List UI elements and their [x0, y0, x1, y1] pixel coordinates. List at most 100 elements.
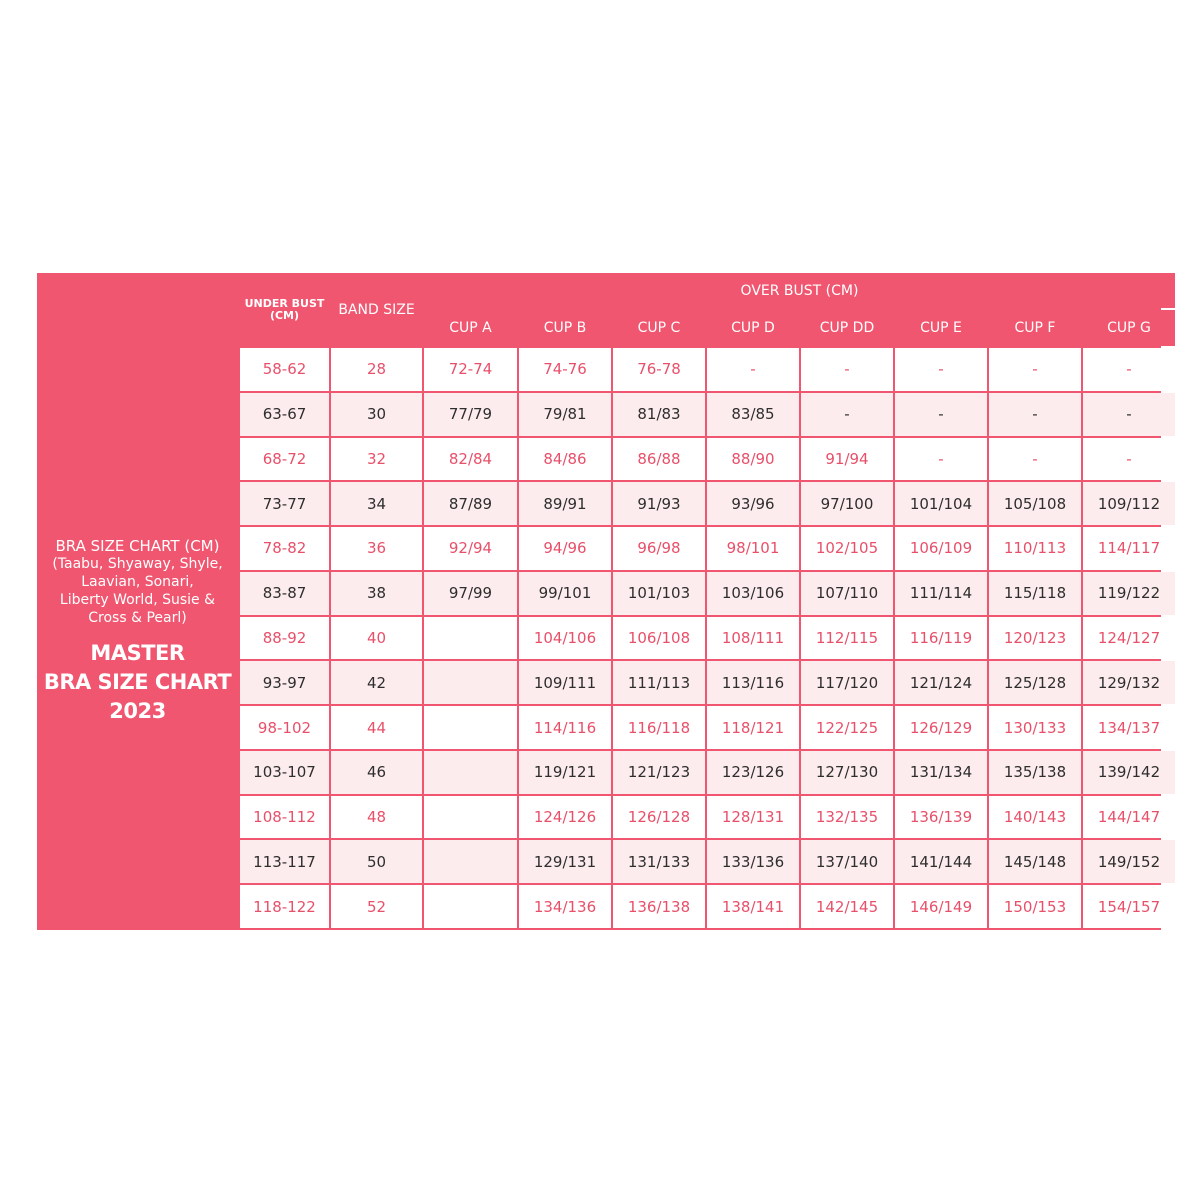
over-bust-cell: 114/116 [519, 706, 611, 749]
band-size-cell: 32 [331, 437, 422, 481]
band-size-cell: 36 [331, 527, 422, 570]
over-bust-cell [424, 661, 517, 705]
band-size-cell: 42 [331, 661, 422, 705]
over-bust-cell: 133/136 [707, 840, 799, 884]
over-bust-cell: 88/90 [707, 437, 799, 481]
band-size-cell: 50 [331, 840, 422, 884]
over-bust-cell [424, 840, 517, 884]
over-bust-cell: 115/118 [989, 571, 1081, 615]
over-bust-cell: 101/103 [613, 571, 705, 615]
over-bust-cell: 94/96 [519, 527, 611, 570]
over-bust-cell: 109/111 [519, 661, 611, 705]
over-bust-cell: 92/94 [424, 527, 517, 570]
header-cup: CUP G [1083, 310, 1175, 346]
band-size-cell: 34 [331, 482, 422, 526]
subtitle-line: BRA SIZE CHART (CM) [55, 537, 220, 555]
over-bust-cell: - [1083, 437, 1175, 481]
over-bust-cell: 97/100 [801, 482, 893, 526]
over-bust-cell: 96/98 [613, 527, 705, 570]
over-bust-cell: - [989, 348, 1081, 391]
under-bust-cell: 78-82 [240, 527, 329, 570]
over-bust-cell: - [895, 348, 987, 391]
over-bust-cell: 136/138 [613, 885, 705, 928]
band-size-cell: 48 [331, 795, 422, 839]
over-bust-cell [424, 795, 517, 839]
chart-title-panel: BRA SIZE CHART (CM) (Taabu, Shyaway, Shy… [37, 273, 238, 930]
over-bust-cell: 119/122 [1083, 571, 1175, 615]
under-bust-cell: 108-112 [240, 795, 329, 839]
over-bust-cell: 132/135 [801, 795, 893, 839]
under-bust-cell: 88-92 [240, 616, 329, 660]
over-bust-cell: 102/105 [801, 527, 893, 570]
title-line: BRA SIZE CHART [43, 670, 232, 694]
subtitle-line: Laavian, Sonari, [81, 574, 194, 590]
over-bust-cell: 122/125 [801, 706, 893, 749]
band-size-cell: 38 [331, 571, 422, 615]
over-bust-cell: 144/147 [1083, 795, 1175, 839]
header-cup: CUP F [989, 310, 1081, 346]
over-bust-cell: 126/128 [613, 795, 705, 839]
over-bust-cell [424, 616, 517, 660]
over-bust-cell: - [1083, 348, 1175, 391]
band-size-cell: 46 [331, 750, 422, 794]
header-cup: CUP E [895, 310, 987, 346]
title-line: MASTER [90, 641, 185, 665]
under-bust-cell: 93-97 [240, 661, 329, 705]
over-bust-cell [424, 750, 517, 794]
over-bust-cell: 120/123 [989, 616, 1081, 660]
over-bust-cell: 124/127 [1083, 616, 1175, 660]
over-bust-cell: 131/133 [613, 840, 705, 884]
header-cup: CUP DD [801, 310, 893, 346]
over-bust-cell: 84/86 [519, 437, 611, 481]
main-title: MASTER BRA SIZE CHART 2023 [43, 639, 232, 726]
subtitle-line: (Taabu, Shyaway, Shyle, [52, 556, 223, 572]
over-bust-cell: 74-76 [519, 348, 611, 391]
over-bust-cell: 105/108 [989, 482, 1081, 526]
over-bust-cell: - [801, 392, 893, 436]
over-bust-cell: 98/101 [707, 527, 799, 570]
under-bust-cell: 58-62 [240, 348, 329, 391]
over-bust-cell: 136/139 [895, 795, 987, 839]
over-bust-cell: 79/81 [519, 392, 611, 436]
band-size-cell: 30 [331, 392, 422, 436]
over-bust-cell: 134/136 [519, 885, 611, 928]
over-bust-cell: - [1083, 392, 1175, 436]
over-bust-cell [424, 706, 517, 749]
over-bust-cell: 110/113 [989, 527, 1081, 570]
over-bust-cell: - [801, 348, 893, 391]
over-bust-cell: 131/134 [895, 750, 987, 794]
over-bust-cell: 81/83 [613, 392, 705, 436]
under-bust-cell: 63-67 [240, 392, 329, 436]
over-bust-cell: 154/157 [1083, 885, 1175, 928]
over-bust-cell: 106/109 [895, 527, 987, 570]
over-bust-cell: 116/118 [613, 706, 705, 749]
header-under-bust: UNDER BUST (CM) [240, 273, 329, 346]
header-cup: CUP A [424, 310, 517, 346]
header-band-size: BAND SIZE [331, 273, 422, 346]
over-bust-cell: 114/117 [1083, 527, 1175, 570]
over-bust-cell: 111/113 [613, 661, 705, 705]
brand-subtitle: BRA SIZE CHART (CM) (Taabu, Shyaway, Shy… [52, 537, 222, 627]
over-bust-cell: 117/120 [801, 661, 893, 705]
under-bust-cell: 113-117 [240, 840, 329, 884]
header-cup: CUP D [707, 310, 799, 346]
header-cup: CUP B [519, 310, 611, 346]
over-bust-cell: 86/88 [613, 437, 705, 481]
under-bust-cell: 103-107 [240, 750, 329, 794]
over-bust-cell: 93/96 [707, 482, 799, 526]
title-line: 2023 [109, 699, 166, 723]
header-cup: CUP C [613, 310, 705, 346]
under-bust-cell: 118-122 [240, 885, 329, 928]
under-bust-cell: 83-87 [240, 571, 329, 615]
under-bust-cell: 73-77 [240, 482, 329, 526]
over-bust-cell: 111/114 [895, 571, 987, 615]
over-bust-cell: 99/101 [519, 571, 611, 615]
band-size-cell: 40 [331, 616, 422, 660]
over-bust-cell [424, 885, 517, 928]
over-bust-cell: 150/153 [989, 885, 1081, 928]
over-bust-cell: 82/84 [424, 437, 517, 481]
subtitle-line: Cross & Pearl) [88, 610, 187, 626]
under-bust-cell: 68-72 [240, 437, 329, 481]
over-bust-cell: 139/142 [1083, 750, 1175, 794]
over-bust-cell: 87/89 [424, 482, 517, 526]
